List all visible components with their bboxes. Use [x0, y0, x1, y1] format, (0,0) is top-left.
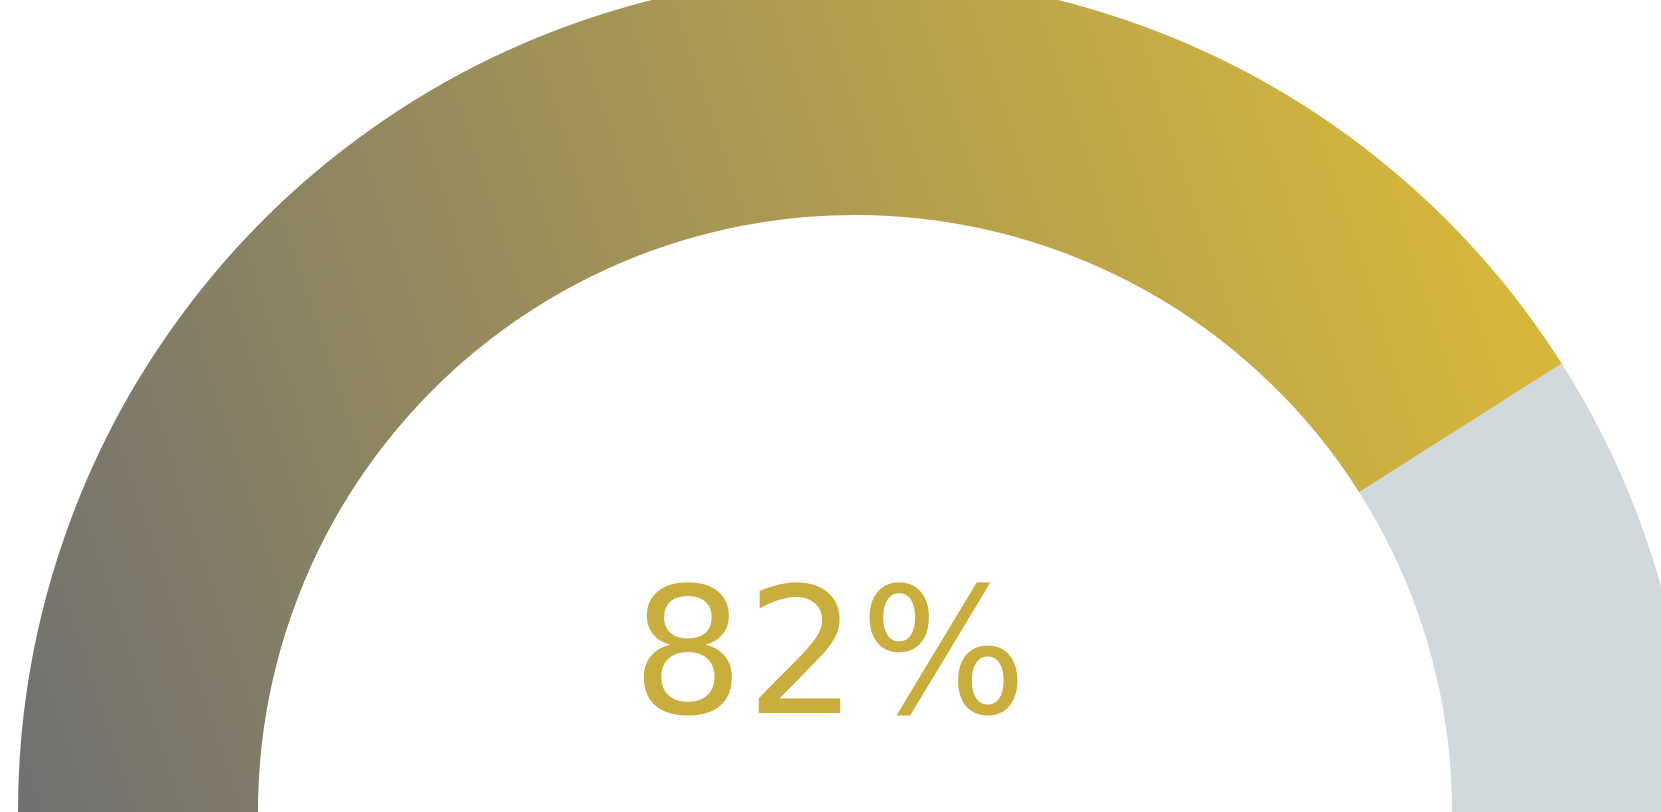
gauge-value-label: 82% [631, 550, 1030, 755]
gauge-track [1358, 363, 1661, 812]
gauge-fill [18, 0, 1562, 812]
